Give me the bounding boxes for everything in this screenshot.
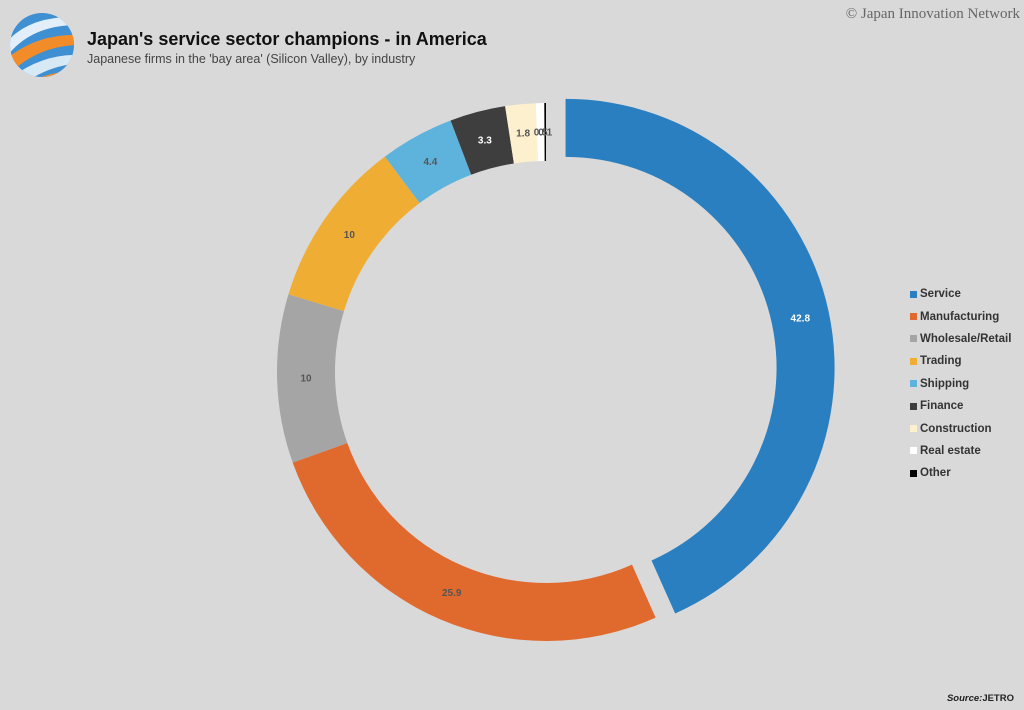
donut-slice-manufacturing — [292, 443, 656, 642]
source-note: Source:JETRO — [947, 693, 1014, 704]
data-label-trading: 10 — [344, 230, 356, 241]
source-value: JETRO — [982, 693, 1014, 704]
legend-swatch — [910, 469, 917, 477]
data-label-manufacturing: 25.9 — [442, 588, 462, 599]
legend-swatch — [910, 357, 917, 365]
donut-data-labels: 42.8 25.9 10 10 4.4 3.3 1.8 0.50.1 — [301, 128, 811, 600]
legend-item-real-estate: Real estate — [910, 440, 1011, 462]
legend-label: Wholesale/Retail — [920, 332, 1012, 345]
legend-swatch — [910, 447, 917, 455]
donut-slice-shipping — [384, 120, 472, 204]
legend-label: Finance — [920, 400, 964, 413]
data-label-construction: 1.8 — [516, 129, 530, 140]
legend-item-trading: Trading — [910, 350, 1011, 372]
donut-slice-service — [565, 98, 835, 614]
data-label-wholesale-retail: 10 — [301, 374, 313, 385]
legend-swatch — [910, 425, 917, 433]
donut-slice-trading — [288, 156, 420, 312]
legend-swatch — [910, 290, 917, 298]
legend-label: Real estate — [920, 444, 981, 457]
legend-item-service: Service — [910, 283, 1011, 305]
legend-item-finance: Finance — [910, 395, 1011, 417]
chart-title: Japan's service sector champions - in Am… — [87, 29, 487, 49]
legend-label: Service — [920, 288, 961, 301]
chart-legend: Service Manufacturing Wholesale/Retail Trad… — [910, 283, 1011, 485]
legend-item-shipping: Shipping — [910, 373, 1011, 395]
chart-subtitle: Japanese firms in the 'bay area' (Silico… — [87, 52, 416, 66]
legend-item-wholesale-retail: Wholesale/Retail — [910, 328, 1011, 350]
donut-slice-other — [544, 103, 546, 162]
legend-label: Other — [920, 467, 951, 480]
legend-label: Trading — [920, 355, 962, 368]
source-label: Source: — [946, 693, 983, 704]
legend-swatch — [910, 380, 917, 388]
legend-label: Shipping — [920, 377, 970, 390]
legend-label: Construction — [920, 422, 992, 435]
data-label-service: 42.8 — [791, 313, 811, 324]
legend-item-other: Other — [910, 462, 1011, 484]
data-label-finance: 3.3 — [478, 135, 492, 146]
legend-swatch — [910, 402, 917, 410]
donut-slice-finance — [450, 106, 514, 175]
donut-slice-wholesale-retail — [277, 294, 348, 463]
data-label-other: 0.1 — [538, 128, 552, 139]
legend-item-manufacturing: Manufacturing — [910, 305, 1011, 327]
globe-logo-icon — [10, 13, 74, 77]
donut-slices — [277, 98, 835, 642]
data-label-shipping: 4.4 — [423, 157, 437, 168]
legend-swatch — [910, 313, 917, 321]
legend-label: Manufacturing — [920, 310, 1000, 323]
legend-swatch — [910, 335, 917, 343]
copyright-notice: © Japan Innovation Network — [845, 6, 1020, 22]
donut-slice-real-estate — [535, 103, 545, 162]
donut-slice-construction — [505, 103, 538, 164]
data-label-real-estate: 0.5 — [534, 128, 548, 139]
legend-item-construction: Construction — [910, 417, 1011, 439]
